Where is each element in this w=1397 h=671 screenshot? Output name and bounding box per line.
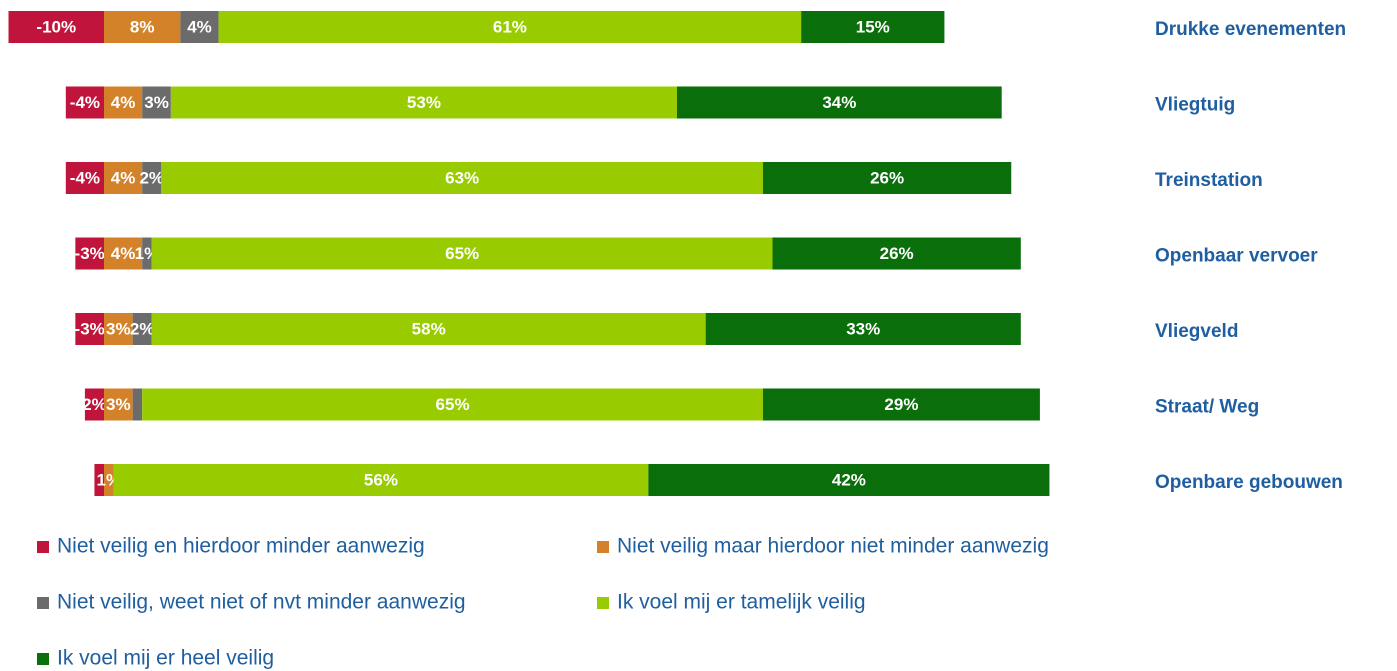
bar-segment <box>104 237 143 270</box>
bar-segment <box>8 11 104 43</box>
bar-segment <box>142 237 152 270</box>
value-label: 42% <box>832 470 866 489</box>
legend-label: Niet veilig en hierdoor minder aanwezig <box>57 535 425 558</box>
value-label: -4% <box>70 93 100 112</box>
bar-segment <box>104 162 143 194</box>
bar-segment <box>65 162 104 194</box>
value-label: 34% <box>822 93 856 112</box>
bar-segment <box>772 237 1021 270</box>
legend-swatch <box>37 653 49 665</box>
value-label: 58% <box>412 319 446 338</box>
bar-segment <box>132 313 152 345</box>
value-label: -4% <box>70 168 100 187</box>
bar-segment <box>75 237 104 270</box>
value-label: 15% <box>856 17 890 36</box>
bar-segment <box>104 11 181 43</box>
bar-segment <box>84 388 104 421</box>
bar-segment <box>801 11 945 43</box>
legend-swatch <box>37 597 49 609</box>
category-label: Openbaar vervoer <box>1155 246 1318 267</box>
legend-swatch <box>37 541 49 553</box>
value-label: 33% <box>846 319 880 338</box>
value-label: 3% <box>106 319 131 338</box>
category-label: Straat/ Weg <box>1155 397 1259 418</box>
category-label: Openbare gebouwen <box>1155 472 1343 493</box>
value-label: 53% <box>407 93 441 112</box>
value-label: 65% <box>445 244 479 263</box>
value-label: 3% <box>144 93 169 112</box>
bar-segment <box>677 86 1002 119</box>
legend-label: Niet veilig maar hierdoor niet minder aa… <box>617 535 1049 558</box>
bar-segment <box>161 162 763 194</box>
bar-segment <box>65 86 104 119</box>
value-label: 4% <box>111 168 136 187</box>
bar-segment <box>218 11 802 43</box>
value-label: 4% <box>111 93 136 112</box>
value-label: 61% <box>493 17 527 36</box>
bar-segment <box>75 313 104 345</box>
legend-swatch <box>597 541 609 553</box>
bar-segment <box>142 388 763 421</box>
value-label: -3% <box>75 244 105 263</box>
value-label: 2% <box>139 168 164 187</box>
bar-segment <box>142 162 162 194</box>
value-label: 4% <box>111 244 136 263</box>
bar-segment <box>142 86 171 119</box>
bar-segment <box>104 313 133 345</box>
legend-label: Ik voel mij er heel veilig <box>57 647 274 670</box>
value-label: 56% <box>364 470 398 489</box>
value-label: 29% <box>884 395 918 414</box>
value-label: 26% <box>880 244 914 263</box>
legend-label: Niet veilig, weet niet of nvt minder aan… <box>57 591 466 614</box>
category-label: Drukke evenementen <box>1155 19 1346 40</box>
value-label: 65% <box>436 395 470 414</box>
bar-segment <box>180 11 219 43</box>
value-label: -10% <box>36 17 76 36</box>
bar-segment <box>170 86 677 119</box>
value-label: -3% <box>75 319 105 338</box>
category-label: Treinstation <box>1155 170 1263 191</box>
bar-segment <box>94 464 104 496</box>
bar-segment <box>104 388 133 421</box>
category-label: Vliegtuig <box>1155 95 1235 116</box>
value-label: 4% <box>187 17 212 36</box>
legend-label: Ik voel mij er tamelijk veilig <box>617 591 866 614</box>
bar-segment <box>762 388 1040 421</box>
value-label: 2% <box>130 319 155 338</box>
value-label: 63% <box>445 168 479 187</box>
legend-swatch <box>597 597 609 609</box>
bar-segment <box>151 237 773 270</box>
category-label: Vliegveld <box>1155 321 1238 342</box>
value-label: 8% <box>130 17 155 36</box>
bar-segment <box>648 464 1050 496</box>
bar-segment <box>113 464 649 496</box>
bar-segment <box>132 388 143 421</box>
bar-segment <box>104 464 114 496</box>
value-label: 2% <box>82 395 107 414</box>
value-label: 3% <box>106 395 131 414</box>
bar-segment <box>104 86 143 119</box>
bar-segment <box>762 162 1012 194</box>
bar-segment <box>705 313 1021 345</box>
bar-segment <box>151 313 706 345</box>
value-label: 26% <box>870 168 904 187</box>
